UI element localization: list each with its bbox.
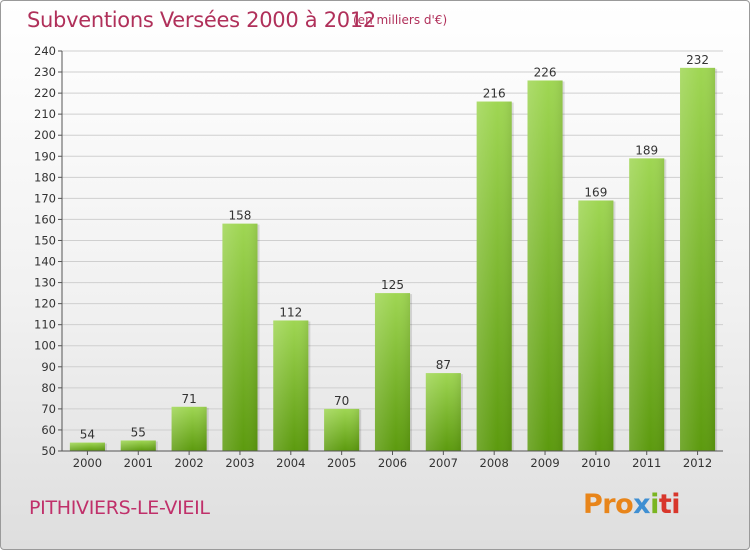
x-tick-label: 2006 bbox=[378, 456, 407, 470]
bar-value-label: 216 bbox=[483, 87, 506, 101]
y-tick-label: 180 bbox=[34, 170, 56, 184]
y-tick-label: 160 bbox=[34, 212, 56, 226]
logo-part: Pro bbox=[583, 489, 634, 520]
bar-highlight bbox=[680, 67, 716, 451]
bar-highlight bbox=[578, 200, 614, 451]
proxiti-logo: Proxiti bbox=[583, 489, 681, 520]
bar-value-label: 158 bbox=[229, 209, 252, 223]
y-tick-label: 110 bbox=[34, 318, 56, 332]
x-tick-label: 2012 bbox=[683, 456, 712, 470]
y-tick-label: 210 bbox=[34, 107, 56, 121]
bar-value-label: 55 bbox=[131, 425, 146, 439]
bar-highlight bbox=[222, 223, 258, 451]
y-tick-label: 90 bbox=[41, 360, 56, 374]
x-tick-label: 2003 bbox=[225, 456, 254, 470]
bar-highlight bbox=[476, 101, 512, 452]
logo-part: x bbox=[633, 489, 651, 520]
chart-title: Subventions Versées 2000 à 2012 bbox=[27, 8, 376, 32]
logo-part: ti bbox=[658, 489, 681, 520]
commune-name: PITHIVIERS-LE-VIEIL bbox=[29, 497, 210, 519]
bar-highlight bbox=[527, 80, 563, 451]
y-tick-label: 120 bbox=[34, 297, 56, 311]
x-tick-label: 2005 bbox=[327, 456, 356, 470]
bar-value-label: 232 bbox=[686, 53, 709, 67]
logo-part: i bbox=[650, 489, 659, 520]
x-tick-label: 2010 bbox=[581, 456, 610, 470]
x-tick-label: 2004 bbox=[276, 456, 305, 470]
y-tick-label: 100 bbox=[34, 339, 56, 353]
x-tick-label: 2008 bbox=[480, 456, 509, 470]
y-tick-label: 140 bbox=[34, 255, 56, 269]
bar-value-label: 87 bbox=[436, 358, 451, 372]
bar-highlight bbox=[425, 373, 461, 451]
y-tick-label: 220 bbox=[34, 86, 56, 100]
bar-highlight bbox=[374, 293, 411, 451]
bar-highlight bbox=[324, 408, 360, 451]
x-tick-label: 2009 bbox=[530, 456, 559, 470]
x-tick-label: 2000 bbox=[73, 456, 102, 470]
bar-value-label: 169 bbox=[584, 185, 607, 199]
bar-value-label: 70 bbox=[334, 394, 349, 408]
x-tick-label: 2007 bbox=[429, 456, 458, 470]
bar-value-label: 189 bbox=[635, 143, 658, 157]
bar-highlight bbox=[171, 406, 207, 451]
axes: 50 60 70 80 90 100 110 120 130 140 150 160 170 180 190… bbox=[34, 44, 723, 470]
bar-highlight bbox=[273, 320, 309, 451]
y-tick-label: 70 bbox=[41, 402, 56, 416]
y-tick-label: 240 bbox=[34, 44, 56, 58]
bar-value-label: 71 bbox=[181, 392, 196, 406]
bar-value-label: 112 bbox=[279, 305, 302, 319]
x-tick-label: 2002 bbox=[174, 456, 203, 470]
chart-subtitle: (en milliers d'€) bbox=[353, 13, 448, 27]
x-tick-label: 2001 bbox=[124, 456, 153, 470]
y-tick-label: 230 bbox=[34, 65, 56, 79]
y-tick-label: 50 bbox=[41, 444, 56, 458]
bar-highlight bbox=[629, 158, 665, 452]
bars: 54 55 71 158 112 70 125 87 216 226 169 189 232 bbox=[69, 53, 718, 452]
y-tick-label: 60 bbox=[41, 423, 56, 437]
y-tick-label: 80 bbox=[41, 381, 56, 395]
bar-highlight bbox=[120, 440, 156, 451]
bar-value-label: 125 bbox=[381, 278, 404, 292]
y-tick-label: 170 bbox=[34, 191, 56, 205]
bar-value-label: 54 bbox=[80, 428, 95, 442]
bar-value-label: 226 bbox=[534, 65, 557, 79]
y-tick-label: 200 bbox=[34, 128, 56, 142]
bar-highlight bbox=[69, 442, 105, 451]
x-tick-label: 2011 bbox=[632, 456, 661, 470]
y-tick-label: 130 bbox=[34, 276, 56, 290]
y-tick-label: 190 bbox=[34, 149, 56, 163]
y-tick-label: 150 bbox=[34, 233, 56, 247]
